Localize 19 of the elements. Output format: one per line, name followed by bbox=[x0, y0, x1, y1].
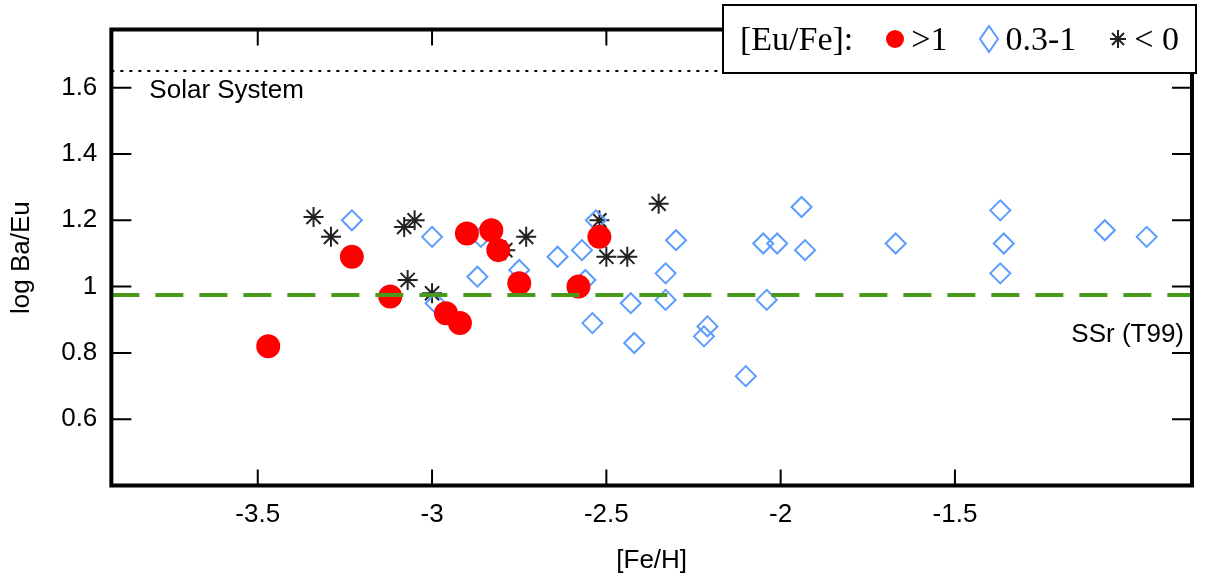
legend-title: [Eu/Fe]: bbox=[739, 20, 854, 58]
x-tick-label: -2 bbox=[769, 498, 793, 529]
y-tick-label: 0.6 bbox=[61, 402, 98, 433]
y-tick-label: 1.6 bbox=[61, 70, 98, 101]
y-tick-label: 1 bbox=[82, 269, 98, 300]
y-tick-label: 0.8 bbox=[61, 336, 98, 367]
y-axis-title: log Ba/Eu bbox=[4, 201, 35, 314]
x-axis-title: [Fe/H] bbox=[616, 543, 688, 574]
x-tick-label: -2.5 bbox=[583, 498, 629, 529]
x-tick-label: -3 bbox=[420, 498, 444, 529]
y-tick-label: 1.2 bbox=[61, 203, 98, 234]
ref-line-label: Solar System bbox=[149, 74, 304, 105]
y-tick-label: 1.4 bbox=[61, 137, 98, 168]
x-tick-label: -3.5 bbox=[235, 498, 281, 529]
legend-label: 0.3-1 bbox=[1005, 20, 1077, 58]
legend-label: >1 bbox=[911, 20, 948, 58]
legend-label: < 0 bbox=[1134, 20, 1179, 58]
ref-line-label: SSr (T99) bbox=[1071, 318, 1184, 349]
x-tick-label: -1.5 bbox=[932, 498, 978, 529]
